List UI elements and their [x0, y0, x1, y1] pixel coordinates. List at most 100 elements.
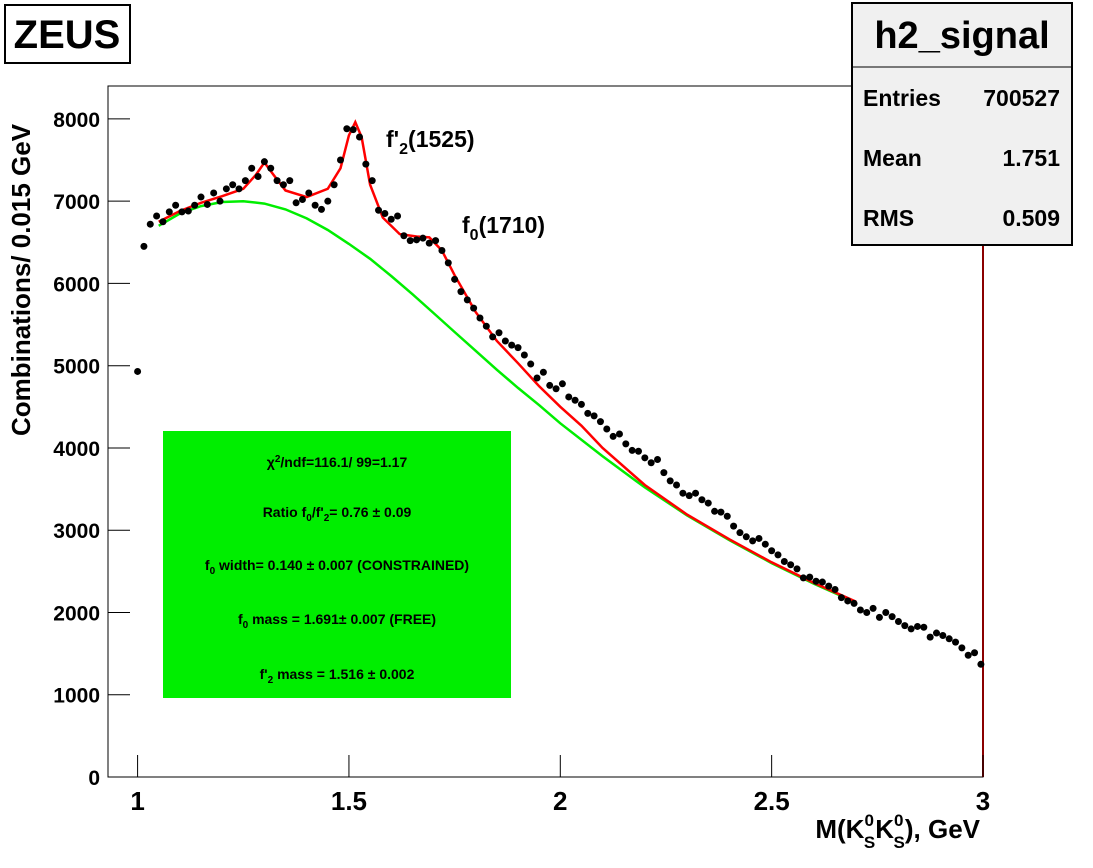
data-point: [850, 599, 858, 607]
data-point: [482, 322, 490, 330]
data-point: [489, 333, 497, 341]
data-point: [216, 197, 224, 205]
data-point: [286, 177, 294, 185]
fit-line: f0 width= 0.140 ± 0.007 (CONSTRAINED): [205, 557, 469, 577]
data-point: [634, 447, 642, 455]
data-point: [590, 412, 598, 420]
data-point: [539, 368, 547, 376]
x-title-part: K: [875, 814, 894, 844]
data-point: [565, 393, 573, 401]
data-point: [400, 232, 408, 240]
fit-text: width= 0.140 ± 0.007 (CONSTRAINED): [215, 557, 469, 573]
data-point: [679, 489, 687, 497]
data-point: [894, 618, 902, 626]
y-tick-label: 2000: [53, 602, 100, 625]
data-point: [717, 508, 725, 516]
experiment-box: [4, 4, 131, 64]
data-point: [615, 430, 623, 438]
data-point: [698, 496, 706, 504]
data-point: [153, 212, 161, 220]
y-tick-label: 1000: [53, 685, 100, 708]
fit-line: χ2/ndf=116.1/ 99=1.17: [267, 454, 408, 470]
fit-line: Ratio f0/f'2= 0.76 ± 0.09: [263, 504, 412, 524]
y-tick-label: 4000: [53, 438, 100, 461]
data-point: [210, 189, 218, 197]
data-point: [254, 172, 262, 180]
data-point: [165, 208, 173, 216]
data-point: [317, 205, 325, 213]
data-point: [362, 160, 370, 168]
data-point: [799, 574, 807, 582]
x-tick-label: 3: [976, 786, 990, 816]
data-point: [596, 418, 604, 426]
fit-box: χ2/ndf=116.1/ 99=1.17 Ratio f0/f'2= 0.76…: [163, 431, 511, 698]
x-tick-label: 2.5: [754, 786, 790, 816]
data-point: [812, 577, 820, 585]
y-tick-label: 7000: [53, 191, 100, 214]
data-point: [419, 234, 427, 242]
fit-text: /f': [312, 504, 324, 520]
data-point: [641, 454, 649, 462]
stats-key: Entries: [863, 85, 941, 111]
data-point: [134, 367, 142, 375]
data-point: [920, 623, 928, 631]
data-point: [172, 201, 180, 209]
data-point: [324, 197, 332, 205]
fit-text: f: [205, 557, 210, 573]
fit-text: /ndf=116.1/ 99=1.17: [280, 454, 407, 470]
data-point: [273, 177, 281, 185]
data-point: [603, 425, 611, 433]
data-point: [774, 551, 782, 559]
data-point: [660, 469, 668, 477]
data-point: [901, 622, 909, 630]
data-point: [381, 210, 389, 218]
data-point: [159, 218, 167, 226]
data-point: [457, 288, 465, 296]
data-point: [178, 208, 186, 216]
x-title-sub: S: [864, 833, 875, 852]
data-point: [375, 206, 383, 214]
stats-value: 0.509: [1002, 205, 1060, 231]
data-point: [628, 446, 636, 454]
data-point: [888, 613, 896, 621]
data-point: [755, 534, 763, 542]
data-point: [444, 259, 452, 267]
data-point: [742, 533, 750, 541]
x-title-part: M(K: [815, 814, 864, 844]
data-point: [654, 455, 662, 463]
fit-text: Ratio f: [263, 504, 307, 520]
data-point: [368, 177, 376, 185]
data-point: [730, 522, 738, 530]
data-point: [685, 492, 693, 500]
fit-curve: [158, 119, 857, 603]
data-point: [432, 237, 440, 245]
data-point: [571, 396, 579, 404]
data-point: [463, 296, 471, 304]
data-point: [856, 606, 864, 614]
data-point: [476, 314, 484, 322]
data-point: [191, 201, 199, 209]
data-point: [793, 565, 801, 573]
data-point: [761, 540, 769, 548]
y-tick-label: 5000: [53, 356, 100, 379]
data-point: [514, 344, 522, 352]
data-point: [609, 432, 617, 440]
data-point: [926, 633, 934, 641]
peak-label-sub: 2: [399, 141, 408, 158]
y-tick-label: 8000: [53, 109, 100, 132]
data-point: [780, 557, 788, 565]
data-point: [692, 489, 700, 497]
data-point: [945, 635, 953, 643]
data-point: [736, 529, 744, 537]
x-title-sup: 0: [864, 811, 873, 830]
data-point: [356, 133, 364, 141]
data-point: [413, 236, 421, 244]
fit-text: mass = 1.691± 0.007 (FREE): [248, 611, 436, 627]
data-point: [546, 381, 554, 389]
data-point: [806, 573, 814, 581]
data-point: [140, 242, 148, 250]
data-point: [907, 625, 915, 633]
data-point: [787, 561, 795, 569]
data-point: [222, 185, 230, 193]
